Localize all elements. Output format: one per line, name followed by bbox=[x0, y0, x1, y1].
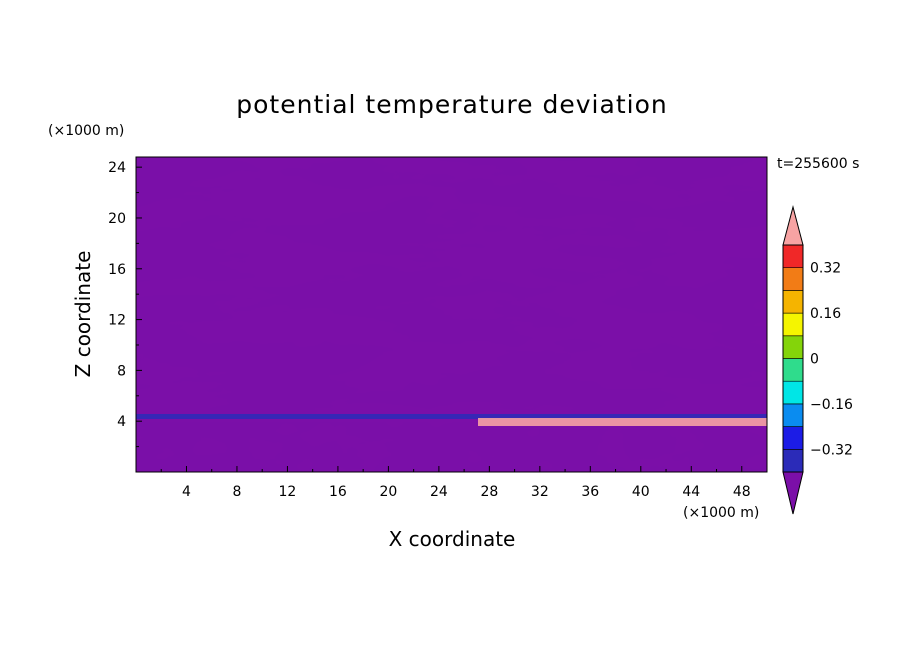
colorbar-band bbox=[782, 290, 804, 314]
x-tick-label: 32 bbox=[531, 484, 549, 500]
y-tick-label: 8 bbox=[117, 363, 126, 379]
colorbar-band bbox=[782, 358, 804, 382]
colorbar-label: −0.16 bbox=[810, 397, 853, 413]
plot-area bbox=[135, 156, 768, 473]
chart-title: potential temperature deviation bbox=[236, 90, 667, 119]
y-tick-label: 4 bbox=[117, 414, 126, 430]
colorbar-label: 0.16 bbox=[810, 306, 841, 322]
colorbar-extend-max bbox=[782, 205, 804, 246]
colorbar-band bbox=[782, 244, 804, 269]
colorbar-band bbox=[782, 380, 804, 405]
y-tick-label: 16 bbox=[108, 262, 126, 278]
x-axis-title: X coordinate bbox=[389, 527, 516, 551]
y-unit-label: (×1000 m) bbox=[48, 123, 124, 139]
colorbar-band bbox=[782, 267, 804, 291]
colorbar-band bbox=[782, 426, 804, 450]
colorbar-band bbox=[782, 448, 804, 473]
colorbar-label: 0.32 bbox=[810, 261, 841, 277]
y-axis: 4 8 12 16 20 24 bbox=[108, 160, 142, 448]
colorbar-band bbox=[782, 312, 804, 337]
x-tick-label: 8 bbox=[232, 484, 241, 500]
x-tick-label: 40 bbox=[632, 484, 650, 500]
y-tick-label: 20 bbox=[108, 211, 126, 227]
time-label: t=255600 s bbox=[777, 156, 859, 172]
y-tick-label: 12 bbox=[108, 313, 126, 329]
x-unit-label: (×1000 m) bbox=[683, 505, 759, 521]
colorbar-label: −0.32 bbox=[810, 442, 853, 458]
x-tick-label: 44 bbox=[682, 484, 700, 500]
x-tick-label: 48 bbox=[733, 484, 751, 500]
y-tick-label: 24 bbox=[108, 160, 126, 176]
x-tick-label: 28 bbox=[480, 484, 498, 500]
x-tick-label: 24 bbox=[430, 484, 448, 500]
x-tick-label: 12 bbox=[279, 484, 297, 500]
colorbar-frame bbox=[782, 244, 804, 473]
plot-frame bbox=[135, 156, 768, 473]
contour-field-upper bbox=[136, 157, 767, 422]
colorbar-label: 0 bbox=[810, 352, 819, 368]
y-axis-title: Z coordinate bbox=[71, 251, 95, 378]
colorbar: 0.32 0.16 0 −0.16 −0.32 bbox=[782, 205, 853, 515]
contour-field-boundary-layer bbox=[136, 422, 767, 472]
colorbar-band bbox=[782, 335, 804, 359]
colorbar-band bbox=[782, 403, 804, 427]
x-tick-label: 4 bbox=[182, 484, 191, 500]
inversion-band bbox=[136, 414, 767, 419]
colorbar-extend-min bbox=[782, 471, 804, 515]
x-tick-label: 16 bbox=[329, 484, 347, 500]
x-axis: 4 8 12 16 20 24 28 32 36 40 44 48 bbox=[160, 466, 751, 500]
x-tick-label: 36 bbox=[581, 484, 599, 500]
x-tick-label: 20 bbox=[379, 484, 397, 500]
inversion-band-warm bbox=[478, 418, 767, 426]
